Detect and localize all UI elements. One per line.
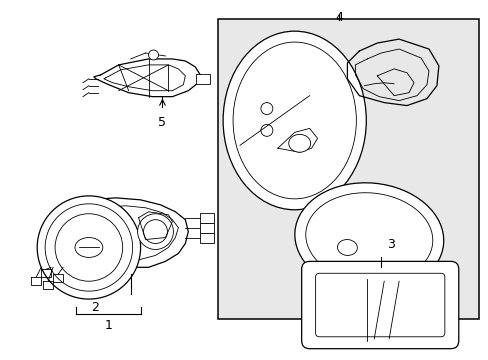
Bar — [200, 213, 214, 223]
Ellipse shape — [45, 204, 132, 291]
Ellipse shape — [294, 183, 443, 292]
Text: 5: 5 — [158, 116, 166, 129]
Bar — [200, 223, 214, 233]
Bar — [196, 74, 210, 84]
Bar — [218, 19, 478, 319]
Ellipse shape — [305, 193, 432, 282]
Ellipse shape — [261, 103, 272, 114]
Text: 1: 1 — [104, 319, 112, 332]
Ellipse shape — [137, 214, 173, 249]
Ellipse shape — [148, 50, 158, 60]
Ellipse shape — [143, 220, 167, 243]
Ellipse shape — [337, 239, 357, 256]
Ellipse shape — [288, 134, 310, 152]
Ellipse shape — [223, 31, 366, 210]
Ellipse shape — [37, 196, 141, 299]
Text: 4: 4 — [335, 11, 343, 24]
FancyBboxPatch shape — [301, 261, 458, 349]
Text: 3: 3 — [386, 238, 394, 251]
Text: 2: 2 — [91, 301, 99, 314]
Ellipse shape — [55, 214, 122, 281]
Bar — [200, 233, 214, 243]
Ellipse shape — [261, 125, 272, 136]
FancyBboxPatch shape — [315, 273, 444, 337]
Ellipse shape — [233, 42, 356, 199]
Ellipse shape — [75, 238, 102, 257]
